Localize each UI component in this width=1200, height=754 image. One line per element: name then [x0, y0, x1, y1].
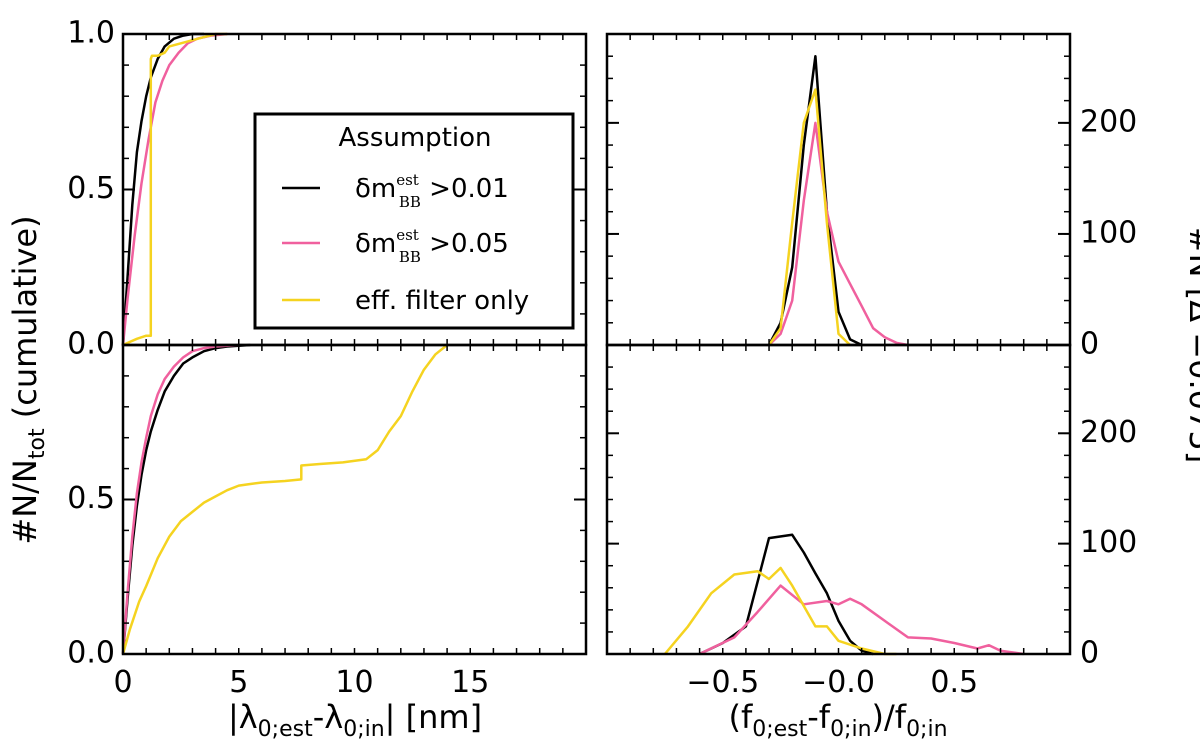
- top-left-curves: [121, 32, 228, 347]
- bottom-right-ytick-label-100: 100: [1080, 525, 1137, 560]
- left-xlabel-part: | [nm]: [385, 698, 482, 736]
- bottom-left-curves: [121, 343, 448, 655]
- right-xlabel-part: (f: [728, 698, 752, 736]
- bottom-left-xtick-label-0: 0: [113, 665, 132, 700]
- legend-entry-2-sup: est: [396, 226, 419, 244]
- bottom-left-xtick-label-1: 5: [229, 665, 248, 700]
- top-left-series-3-line: [122, 32, 228, 347]
- right-y-axis-label: #N [Δ =0.075]: [1182, 227, 1200, 463]
- left-ylabel-sub: tot: [25, 428, 50, 459]
- tick-labels: 0.0 0.5 1.0 0.0 0.5 0 5 10 15 0 100 200 0 100 200 −0.5 −…: [67, 16, 1137, 701]
- bottom-left-panel-frame: [121, 343, 588, 656]
- legend-entry-1-sup: est: [396, 171, 419, 189]
- legend-entry-1: δmest BB >0.01: [355, 171, 509, 211]
- left-ylabel-suffix: (cumulative): [6, 215, 44, 428]
- top-right-ytick-label-0: 0: [1080, 327, 1099, 362]
- top-right-series-3-line: [767, 88, 851, 346]
- left-y-axis-label: #N/Ntot (cumulative): [6, 215, 50, 544]
- legend-entry-2-sub: BB: [399, 248, 421, 266]
- legend-title: Assumption: [339, 123, 492, 153]
- top-right-ytick-label-100: 100: [1080, 215, 1137, 250]
- top-left-ytick-label-1-0: 1.0: [67, 16, 115, 51]
- bottom-left-series-2-line: [121, 343, 239, 655]
- left-xlabel-sub: 0;est: [258, 717, 313, 742]
- legend-entry-1-sub: BB: [399, 193, 421, 211]
- right-xlabel-sub: 0;in: [906, 717, 947, 742]
- top-left-ytick-label-0-0: 0.0: [67, 327, 115, 362]
- right-xlabel-part: )/f: [872, 698, 907, 736]
- bottom-right-xtick-label-2: 0.5: [930, 665, 978, 700]
- bottom-right-panel-frame: [605, 343, 1072, 656]
- bottom-right-xtick-label-1: −0.0: [802, 665, 875, 700]
- right-x-axis-label: (f0;est-f0;in)/f0;in: [728, 698, 947, 742]
- left-xlabel-part: -λ: [313, 698, 343, 736]
- bottom-right-xtick-label-0: −0.5: [686, 665, 759, 700]
- bottom-right-ytick-label-0: 0: [1080, 636, 1099, 671]
- bottom-left-xtick-label-3: 15: [451, 665, 489, 700]
- left-xlabel-part: |λ: [228, 698, 258, 736]
- right-xlabel-part: -f: [807, 698, 831, 736]
- top-right-series-2-line: [768, 121, 909, 347]
- legend-entry-3: eff. filter only: [355, 286, 529, 316]
- bottom-left-ytick-label-0-0: 0.0: [67, 636, 115, 671]
- top-right-ytick-label-200: 200: [1080, 104, 1137, 139]
- bottom-right-series-3-line: [663, 566, 897, 656]
- bottom-right-series-2-line: [699, 584, 1024, 656]
- right-xlabel-sub: 0;est: [752, 717, 807, 742]
- bottom-left-xtick-label-2: 10: [335, 665, 373, 700]
- bottom-left-ytick-label-0-5: 0.5: [67, 481, 115, 516]
- legend-entry-2-suffix: >0.05: [421, 229, 509, 259]
- legend-box: [253, 112, 575, 330]
- right-xlabel-sub: 0;in: [830, 717, 871, 742]
- bottom-left-series-3-line: [121, 344, 448, 655]
- bottom-right-ytick-label-200: 200: [1080, 415, 1137, 450]
- legend-entry-2: δmest BB >0.05: [355, 226, 509, 266]
- legend-entry-2-prefix: δm: [355, 229, 396, 259]
- top-left-ytick-label-0-5: 0.5: [67, 171, 115, 206]
- bottom-right-curves: [663, 533, 1024, 656]
- left-ylabel-main: #N/N: [6, 459, 44, 544]
- legend-entry-1-suffix: >0.01: [421, 174, 509, 204]
- top-right-curves: [767, 54, 909, 347]
- legend-entry-1-prefix: δm: [355, 174, 396, 204]
- left-x-axis-label: |λ0;est-λ0;in| [nm]: [228, 698, 482, 742]
- legend: Assumption δmest BB >0.01 δmest BB >0.05 e…: [253, 112, 575, 330]
- left-xlabel-sub: 0;in: [343, 717, 384, 742]
